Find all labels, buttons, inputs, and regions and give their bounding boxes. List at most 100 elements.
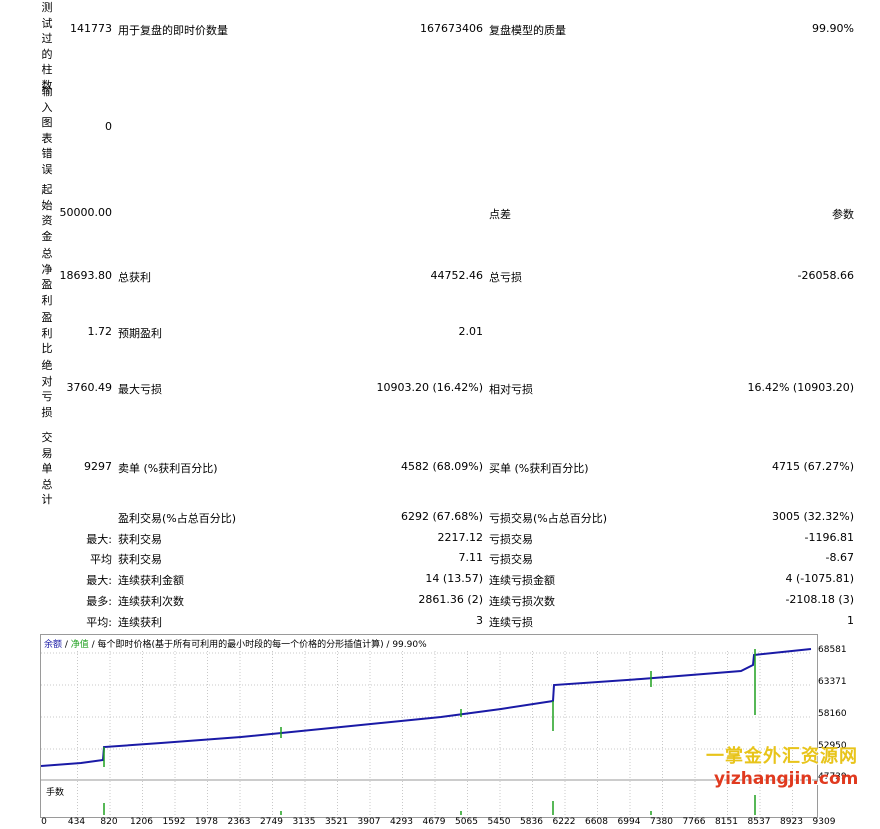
- stat-label: 获利交易: [118, 533, 162, 546]
- legend-separator: /: [62, 640, 71, 650]
- field-value: 4715 (67.27%): [771, 460, 854, 473]
- row-value: 0: [105, 120, 112, 133]
- stat-value: 2861.36 (2): [418, 593, 483, 606]
- row-label: 测试过的柱数: [41, 1, 53, 92]
- stat-value: 4 (-1075.81): [785, 572, 854, 585]
- x-tick-label: 6994: [617, 817, 641, 827]
- stat-prefix: 平均:: [86, 616, 112, 629]
- stat-value: 14 (13.57): [425, 572, 483, 585]
- watermark-title: 一掌金外汇资源网: [706, 746, 858, 767]
- x-tick-label: 434: [67, 817, 86, 827]
- stat-label: 获利交易: [118, 553, 162, 566]
- stat-label: 连续获利金额: [118, 574, 184, 587]
- x-tick-label: 1592: [162, 817, 186, 827]
- field-value: 2.01: [458, 325, 484, 338]
- row-label: 盈利比: [41, 311, 53, 355]
- stat-label: 亏损交易: [489, 533, 533, 546]
- stat-label: 连续获利: [118, 616, 162, 629]
- field-label: 相对亏损: [489, 383, 533, 396]
- legend-balance: 余额: [44, 640, 63, 650]
- row-value: 18693.80: [59, 269, 113, 282]
- field-label: 用于复盘的即时价数量: [118, 24, 228, 37]
- stat-label: 亏损交易(%占总百分比): [489, 512, 608, 525]
- field-label: 最大亏损: [118, 383, 162, 396]
- field-label: 预期盈利: [118, 327, 162, 340]
- row-value: 1.72: [87, 325, 113, 338]
- stat-value: 3: [476, 614, 483, 627]
- stat-value: -8.67: [825, 551, 854, 564]
- stat-prefix: 平均: [90, 553, 112, 566]
- x-tick-label: 5836: [520, 817, 543, 827]
- field-value: 参数: [832, 208, 854, 221]
- stat-value: 1: [847, 614, 854, 627]
- stat-value: 6292 (67.68%): [400, 510, 483, 523]
- x-tick-label: 1978: [195, 817, 218, 827]
- stat-value: 2217.12: [437, 531, 484, 544]
- x-tick-label: 0: [41, 817, 47, 827]
- x-tick-label: 6608: [585, 817, 608, 827]
- row-value: 3760.49: [66, 381, 113, 394]
- y-tick-label: 68581: [818, 645, 847, 655]
- stat-value: 3005 (32.32%): [771, 510, 854, 523]
- field-value: 10903.20 (16.42%): [376, 381, 483, 394]
- x-tick-label: 1206: [130, 817, 153, 827]
- x-tick-label: 7380: [650, 817, 673, 827]
- field-value: 167673406: [420, 22, 483, 35]
- x-tick-label: 3907: [357, 817, 381, 827]
- stat-prefix: 最大:: [86, 533, 112, 546]
- stat-value: 7.11: [458, 551, 484, 564]
- chart-legend: 余额 / 净值 / 每个即时价格(基于所有可利用的最小时段的每一个价格的分形插值…: [44, 637, 427, 650]
- x-tick-label: 5065: [455, 817, 478, 827]
- x-tick-label: 9309: [812, 817, 836, 827]
- stat-prefix: 最多:: [86, 595, 112, 608]
- chart-canvas: [40, 648, 826, 815]
- field-value: 16.42% (10903.20): [747, 381, 854, 394]
- stat-label: 盈利交易(%占总百分比): [118, 512, 237, 525]
- row-label: 交易单总计: [41, 431, 53, 506]
- stat-label: 连续亏损金额: [489, 574, 555, 587]
- y-tick-label: 47739: [818, 772, 847, 782]
- field-label: 总亏损: [489, 271, 522, 284]
- stat-value: -1196.81: [804, 531, 854, 544]
- stat-value: -2108.18 (3): [785, 593, 854, 606]
- watermark-url: yizhangjin.com: [714, 769, 859, 789]
- field-value: -26058.66: [797, 269, 854, 282]
- lots-label: 手数: [46, 788, 65, 798]
- x-tick-label: 8537: [747, 817, 771, 827]
- field-label: 总获利: [118, 271, 151, 284]
- field-label: 买单 (%获利百分比): [489, 462, 589, 475]
- x-tick-label: 4293: [390, 817, 413, 827]
- y-tick-label: 58160: [818, 709, 847, 719]
- field-value: 44752.46: [430, 269, 484, 282]
- x-tick-label: 8923: [780, 817, 803, 827]
- y-tick-label: 52950: [818, 741, 847, 751]
- x-tick-label: 5450: [487, 817, 511, 827]
- row-value: 141773: [70, 22, 112, 35]
- legend-description: / 每个即时价格(基于所有可利用的最小时段的每一个价格的分形插值计算) / 99…: [88, 640, 427, 650]
- x-tick-label: 3135: [292, 817, 316, 827]
- x-tick-label: 3521: [325, 817, 348, 827]
- row-label: 起始资金: [41, 183, 53, 243]
- stat-label: 连续亏损次数: [489, 595, 555, 608]
- x-tick-label: 4679: [422, 817, 446, 827]
- x-tick-label: 2749: [260, 817, 283, 827]
- field-label: 复盘模型的质量: [489, 24, 566, 37]
- field-value: 99.90%: [812, 22, 854, 35]
- x-tick-label: 2363: [227, 817, 251, 827]
- x-tick-label: 7766: [682, 817, 706, 827]
- stat-label: 亏损交易: [489, 553, 533, 566]
- y-tick-label: 63371: [818, 677, 847, 687]
- x-tick-label: 820: [100, 817, 118, 827]
- row-value: 50000.00: [59, 206, 113, 219]
- row-label: 输入图表错误: [41, 85, 53, 176]
- row-value: 9297: [84, 460, 112, 473]
- balance-chart: [40, 634, 826, 818]
- stat-prefix: 最大:: [86, 574, 112, 587]
- x-tick-label: 8151: [715, 817, 738, 827]
- row-label: 绝对亏损: [41, 359, 53, 419]
- x-tick-label: 6222: [552, 817, 576, 827]
- legend-equity: 净值: [70, 640, 89, 650]
- stat-label: 连续亏损: [489, 616, 533, 629]
- stat-label: 连续获利次数: [118, 595, 184, 608]
- field-label: 点差: [489, 208, 511, 221]
